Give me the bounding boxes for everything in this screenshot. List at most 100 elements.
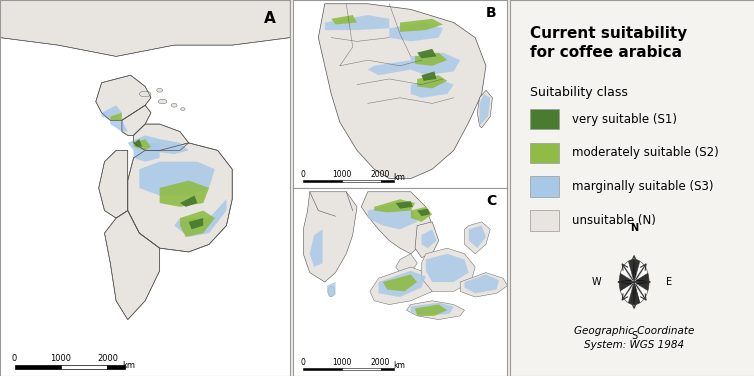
Text: S: S: [631, 331, 637, 341]
Bar: [381, 180, 394, 182]
Ellipse shape: [139, 91, 151, 97]
Text: moderately suitable (S2): moderately suitable (S2): [572, 146, 719, 159]
Polygon shape: [396, 254, 417, 273]
Polygon shape: [110, 120, 127, 132]
Polygon shape: [122, 105, 151, 135]
Text: 0: 0: [12, 354, 17, 363]
Polygon shape: [133, 143, 160, 162]
Polygon shape: [188, 218, 204, 229]
Polygon shape: [634, 273, 649, 291]
Text: Suitability class: Suitability class: [529, 86, 627, 100]
Polygon shape: [421, 248, 475, 291]
Ellipse shape: [171, 103, 177, 107]
Polygon shape: [400, 19, 443, 32]
Polygon shape: [0, 0, 290, 56]
Polygon shape: [411, 207, 432, 222]
Text: Current suitability
for coffee arabica: Current suitability for coffee arabica: [529, 26, 687, 60]
Polygon shape: [426, 254, 469, 282]
Polygon shape: [127, 143, 232, 252]
Bar: [342, 368, 381, 370]
Text: km: km: [122, 361, 135, 370]
Text: 2000: 2000: [371, 170, 391, 179]
Text: E: E: [667, 277, 673, 287]
Polygon shape: [368, 60, 411, 75]
Bar: [107, 365, 125, 369]
Polygon shape: [480, 94, 490, 126]
Polygon shape: [383, 274, 417, 291]
Polygon shape: [411, 303, 454, 316]
Ellipse shape: [158, 99, 167, 104]
Bar: [303, 180, 342, 182]
Polygon shape: [102, 105, 122, 120]
Polygon shape: [105, 211, 160, 320]
Bar: [303, 368, 342, 370]
Text: C: C: [486, 194, 497, 208]
Polygon shape: [628, 282, 640, 305]
Text: Geographic Coordinate
System: WGS 1984: Geographic Coordinate System: WGS 1984: [574, 326, 694, 350]
Text: 0: 0: [301, 358, 305, 367]
Polygon shape: [417, 49, 437, 58]
Polygon shape: [389, 23, 443, 41]
Text: 2000: 2000: [97, 354, 118, 363]
Polygon shape: [96, 75, 151, 120]
Polygon shape: [139, 162, 215, 196]
Text: marginally suitable (S3): marginally suitable (S3): [572, 180, 713, 193]
Polygon shape: [303, 192, 357, 282]
Polygon shape: [460, 273, 507, 297]
Polygon shape: [477, 90, 492, 128]
Bar: [342, 180, 381, 182]
Text: very suitable (S1): very suitable (S1): [572, 112, 677, 126]
Polygon shape: [464, 274, 499, 293]
Polygon shape: [361, 192, 432, 254]
Polygon shape: [464, 222, 490, 254]
Polygon shape: [310, 229, 323, 267]
Polygon shape: [634, 282, 648, 303]
Text: B: B: [486, 6, 497, 20]
Ellipse shape: [181, 108, 185, 111]
Polygon shape: [421, 229, 437, 248]
Polygon shape: [469, 226, 486, 248]
FancyBboxPatch shape: [529, 143, 559, 163]
FancyBboxPatch shape: [529, 109, 559, 129]
Polygon shape: [133, 124, 188, 150]
Polygon shape: [415, 53, 447, 66]
Bar: [14, 365, 61, 369]
Text: km: km: [394, 173, 406, 182]
Polygon shape: [621, 261, 634, 282]
Polygon shape: [411, 79, 454, 98]
Polygon shape: [634, 261, 648, 282]
Polygon shape: [327, 282, 336, 297]
Polygon shape: [379, 271, 426, 297]
Polygon shape: [417, 75, 447, 88]
Polygon shape: [411, 53, 460, 75]
Polygon shape: [99, 150, 127, 218]
Text: unsuitable (N): unsuitable (N): [572, 214, 656, 227]
Polygon shape: [180, 196, 198, 207]
Polygon shape: [621, 282, 634, 303]
Polygon shape: [374, 199, 415, 212]
Polygon shape: [628, 259, 640, 282]
Ellipse shape: [157, 88, 163, 92]
Polygon shape: [127, 135, 188, 154]
Bar: [61, 365, 107, 369]
Text: A: A: [264, 11, 276, 26]
Polygon shape: [174, 199, 226, 237]
Polygon shape: [415, 305, 447, 316]
Text: 1000: 1000: [333, 170, 351, 179]
Ellipse shape: [328, 286, 335, 297]
Polygon shape: [325, 15, 389, 30]
Polygon shape: [180, 211, 215, 237]
Polygon shape: [406, 301, 464, 320]
Polygon shape: [370, 267, 439, 305]
Text: W: W: [592, 277, 602, 287]
Text: 2000: 2000: [371, 358, 391, 367]
Bar: [381, 368, 394, 370]
Text: 1000: 1000: [51, 354, 72, 363]
FancyBboxPatch shape: [529, 210, 559, 231]
Polygon shape: [417, 209, 430, 216]
Polygon shape: [160, 180, 209, 207]
Polygon shape: [396, 201, 413, 209]
Polygon shape: [318, 4, 486, 179]
Polygon shape: [133, 139, 151, 150]
Text: 0: 0: [301, 170, 305, 179]
